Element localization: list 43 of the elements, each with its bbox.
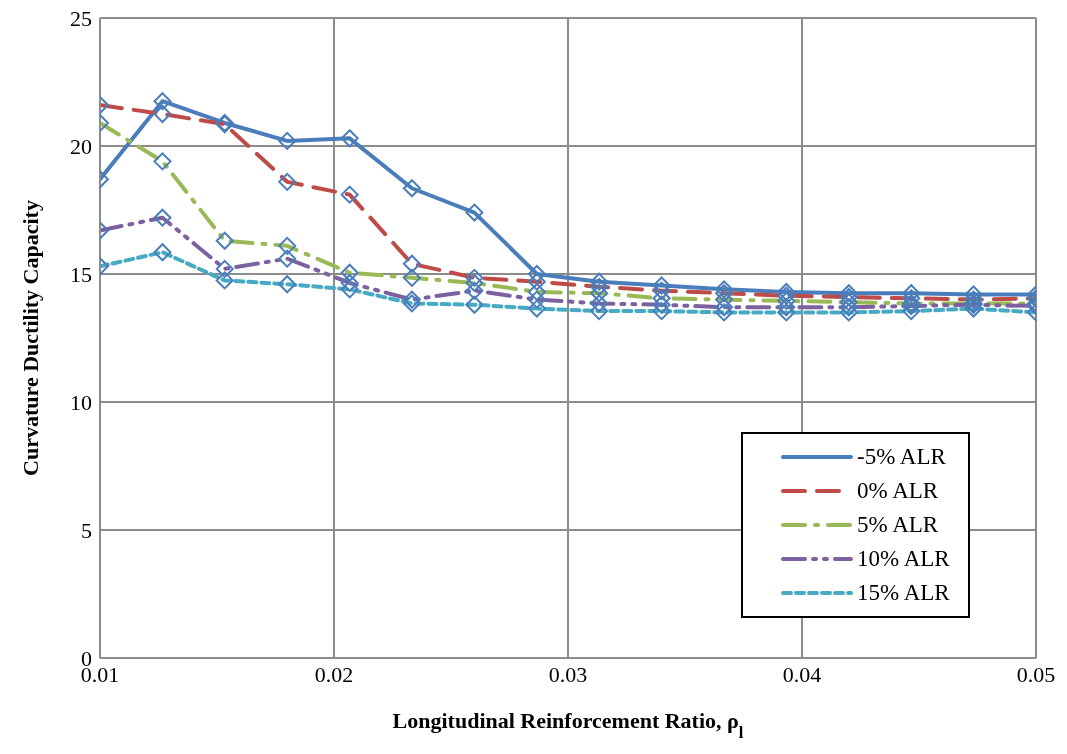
legend-label: 5% ALR bbox=[857, 512, 939, 538]
y-axis-title: Curvature Ductility Capacity bbox=[18, 200, 43, 476]
point bbox=[902, 284, 921, 303]
point bbox=[465, 295, 484, 314]
point bbox=[527, 265, 546, 283]
y-tick-label: 25 bbox=[70, 5, 92, 31]
y-tick-label: 20 bbox=[70, 133, 92, 159]
point bbox=[402, 179, 421, 198]
point bbox=[340, 129, 359, 148]
point bbox=[153, 92, 172, 111]
y-tick-label: 5 bbox=[81, 517, 92, 543]
point bbox=[902, 302, 921, 321]
x-tick-label: 0.02 bbox=[314, 661, 354, 687]
point bbox=[839, 284, 858, 303]
point bbox=[964, 299, 983, 318]
point bbox=[777, 303, 796, 322]
point bbox=[590, 302, 609, 321]
point bbox=[590, 272, 609, 291]
point bbox=[527, 299, 546, 318]
point bbox=[715, 280, 734, 299]
legend-label: 15% ALR bbox=[857, 580, 950, 606]
point bbox=[278, 131, 297, 150]
x-tick-label: 0.03 bbox=[548, 661, 588, 687]
point bbox=[652, 276, 671, 295]
point bbox=[278, 275, 297, 294]
point bbox=[340, 280, 359, 299]
point bbox=[839, 303, 858, 322]
point bbox=[715, 303, 734, 322]
point bbox=[465, 203, 484, 222]
point bbox=[964, 285, 983, 304]
point bbox=[777, 282, 796, 301]
x-tick-label: 0.05 bbox=[1016, 661, 1056, 687]
x-axis-title: Longitudinal Reinforcement Ratio, ρ$_{l}$ bbox=[392, 708, 744, 742]
point bbox=[215, 271, 234, 290]
y-tick-label: 10 bbox=[70, 389, 92, 415]
legend-label: 10% ALR bbox=[857, 546, 950, 572]
legend-label: 0% ALR bbox=[857, 478, 939, 504]
point bbox=[153, 243, 172, 262]
legend-label: -5% ALR bbox=[857, 444, 946, 470]
point bbox=[652, 302, 671, 321]
y-tick-label: 15 bbox=[70, 261, 92, 287]
point bbox=[402, 294, 421, 313]
x-tick-label: 0.04 bbox=[782, 661, 822, 687]
